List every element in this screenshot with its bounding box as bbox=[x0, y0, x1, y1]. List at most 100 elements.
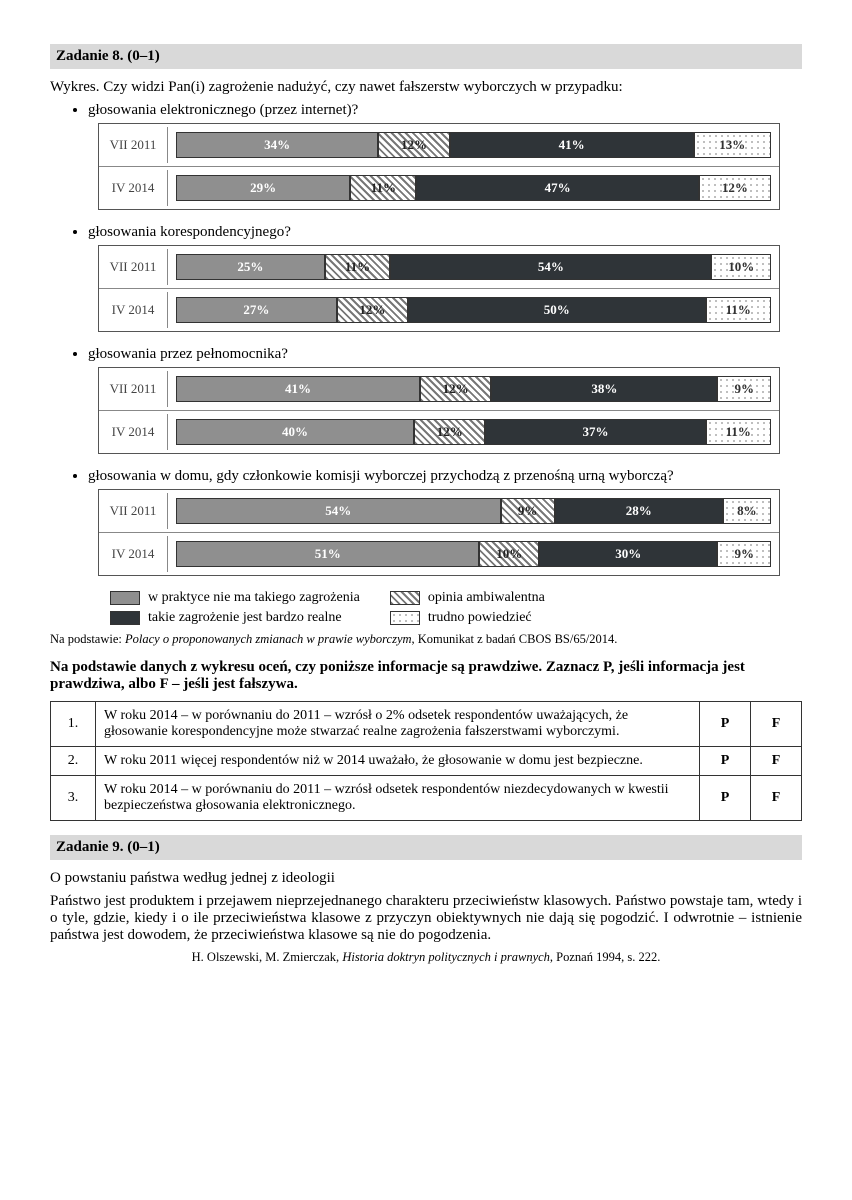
bar-segment: 28% bbox=[555, 498, 723, 524]
stacked-bar: 34%12%41%13% bbox=[176, 132, 771, 158]
bar-segment: 12% bbox=[378, 132, 449, 158]
stacked-bar: 41%12%38%9% bbox=[176, 376, 771, 402]
pf-table: 1.W roku 2014 – w porównaniu do 2011 – w… bbox=[50, 701, 802, 821]
answer-f[interactable]: F bbox=[751, 702, 802, 747]
stacked-bar: 54%9%28%8% bbox=[176, 498, 771, 524]
bar-segment: 9% bbox=[717, 541, 771, 567]
legend-label-a: w praktyce nie ma takiego zagrożenia bbox=[148, 590, 360, 606]
bar-segment: 13% bbox=[694, 132, 771, 158]
legend-label-c: takie zagrożenie jest bardzo realne bbox=[148, 610, 342, 626]
task9-citation: H. Olszewski, M. Zmierczak, Historia dok… bbox=[50, 950, 802, 965]
row-year-label: VII 2011 bbox=[99, 249, 168, 285]
bar-segment: 12% bbox=[414, 419, 485, 445]
bar-segment: 30% bbox=[539, 541, 718, 567]
bar-segment: 54% bbox=[176, 498, 501, 524]
chart-1: VII 2011 25%11%54%10% IV 2014 27%12%50%11% bbox=[98, 245, 780, 332]
chart-row: VII 2011 25%11%54%10% bbox=[99, 246, 779, 288]
chart-row: VII 2011 54%9%28%8% bbox=[99, 490, 779, 532]
legend-item-b: opinia ambiwalentna bbox=[390, 590, 545, 606]
row-year-label: IV 2014 bbox=[99, 414, 168, 450]
legend-item-d: trudno powiedzieć bbox=[390, 610, 545, 626]
answer-f[interactable]: F bbox=[751, 776, 802, 821]
source-suffix: , Komunikat z badań CBOS BS/65/2014. bbox=[412, 632, 618, 646]
row-year-label: IV 2014 bbox=[99, 292, 168, 328]
citation-prefix: H. Olszewski, M. Zmierczak, bbox=[192, 950, 343, 964]
bar-segment: 12% bbox=[420, 376, 491, 402]
stacked-bar: 29%11%47%12% bbox=[176, 175, 771, 201]
task9-title: O powstaniu państwa według jednej z ideo… bbox=[50, 870, 802, 887]
chart-row: IV 2014 27%12%50%11% bbox=[99, 288, 779, 331]
stacked-bar: 51%10%30%9% bbox=[176, 541, 771, 567]
answer-p[interactable]: P bbox=[700, 702, 751, 747]
source-italic: Polacy o proponowanych zmianach w prawie… bbox=[125, 632, 412, 646]
answer-p[interactable]: P bbox=[700, 776, 751, 821]
answer-f[interactable]: F bbox=[751, 747, 802, 776]
chart-row: VII 2011 41%12%38%9% bbox=[99, 368, 779, 410]
chart-question: głosowania przez pełnomocnika? bbox=[88, 346, 802, 363]
stacked-bar: 25%11%54%10% bbox=[176, 254, 771, 280]
bar-segment: 47% bbox=[416, 175, 698, 201]
chart-3: VII 201154%9%28%8%IV 201451%10%30%9% bbox=[98, 489, 780, 576]
row-year-label: VII 2011 bbox=[99, 371, 168, 407]
swatch-solid-dark bbox=[110, 611, 140, 625]
row-year-label: IV 2014 bbox=[99, 170, 168, 206]
bar-segment: 12% bbox=[337, 297, 408, 323]
row-number: 2. bbox=[51, 747, 96, 776]
bar-segment: 11% bbox=[706, 419, 771, 445]
bar-segment: 11% bbox=[325, 254, 390, 280]
row-number: 1. bbox=[51, 702, 96, 747]
legend-item-c: takie zagrożenie jest bardzo realne bbox=[110, 610, 360, 626]
legend-label-b: opinia ambiwalentna bbox=[428, 590, 545, 606]
source-prefix: Na podstawie: bbox=[50, 632, 125, 646]
chart-row: IV 2014 40%12%37%11% bbox=[99, 410, 779, 453]
task8-header: Zadanie 8. (0–1) bbox=[50, 44, 802, 69]
bar-segment: 11% bbox=[350, 175, 416, 201]
bar-segment: 25% bbox=[176, 254, 325, 280]
pf-instruction: Na podstawie danych z wykresu oceń, czy … bbox=[50, 659, 802, 693]
chart-question: głosowania elektronicznego (przez intern… bbox=[88, 102, 802, 119]
legend-item-a: w praktyce nie ma takiego zagrożenia bbox=[110, 590, 360, 606]
row-year-label: VII 2011 bbox=[99, 493, 168, 529]
bar-segment: 51% bbox=[176, 541, 479, 567]
charts-container: głosowania elektronicznego (przez intern… bbox=[50, 102, 802, 576]
bar-segment: 9% bbox=[717, 376, 771, 402]
bar-segment: 9% bbox=[501, 498, 555, 524]
swatch-dotted bbox=[390, 611, 420, 625]
task9-header: Zadanie 9. (0–1) bbox=[50, 835, 802, 860]
bar-segment: 41% bbox=[176, 376, 420, 402]
chart-question: głosowania korespondencyjnego? bbox=[88, 224, 802, 241]
source-line: Na podstawie: Polacy o proponowanych zmi… bbox=[50, 632, 802, 647]
table-row: 2.W roku 2011 więcej respondentów niż w … bbox=[51, 747, 802, 776]
chart-0: VII 201134%12%41%13%IV 201429%11%47%12% bbox=[98, 123, 780, 210]
swatch-hatched bbox=[390, 591, 420, 605]
bar-segment: 8% bbox=[723, 498, 771, 524]
bar-segment: 54% bbox=[390, 254, 711, 280]
statement-cell: W roku 2011 więcej respondentów niż w 20… bbox=[96, 747, 700, 776]
stacked-bar: 40%12%37%11% bbox=[176, 419, 771, 445]
stacked-bar: 27%12%50%11% bbox=[176, 297, 771, 323]
answer-p[interactable]: P bbox=[700, 747, 751, 776]
bar-segment: 34% bbox=[176, 132, 378, 158]
statement-cell: W roku 2014 – w porównaniu do 2011 – wzr… bbox=[96, 776, 700, 821]
chart-2: VII 201141%12%38%9%IV 201440%12%37%11% bbox=[98, 367, 780, 454]
bar-segment: 41% bbox=[450, 132, 694, 158]
chart-question: głosowania w domu, gdy członkowie komisj… bbox=[88, 468, 802, 485]
bar-segment: 37% bbox=[485, 419, 705, 445]
table-row: 3.W roku 2014 – w porównaniu do 2011 – w… bbox=[51, 776, 802, 821]
bar-segment: 40% bbox=[176, 419, 414, 445]
row-year-label: VII 2011 bbox=[99, 127, 168, 163]
legend-label-d: trudno powiedzieć bbox=[428, 610, 532, 626]
table-row: 1.W roku 2014 – w porównaniu do 2011 – w… bbox=[51, 702, 802, 747]
chart-row: IV 201451%10%30%9% bbox=[99, 532, 779, 575]
citation-italic: Historia doktryn politycznych i prawnych bbox=[342, 950, 550, 964]
bar-segment: 50% bbox=[408, 297, 706, 323]
chart-row: IV 2014 29%11%47%12% bbox=[99, 166, 779, 209]
bar-segment: 12% bbox=[699, 175, 771, 201]
bar-segment: 29% bbox=[176, 175, 350, 201]
swatch-solid-grey bbox=[110, 591, 140, 605]
task8-intro: Wykres. Czy widzi Pan(i) zagrożenie nadu… bbox=[50, 79, 802, 96]
bar-segment: 11% bbox=[706, 297, 771, 323]
bar-segment: 38% bbox=[491, 376, 717, 402]
bar-segment: 10% bbox=[479, 541, 539, 567]
row-number: 3. bbox=[51, 776, 96, 821]
